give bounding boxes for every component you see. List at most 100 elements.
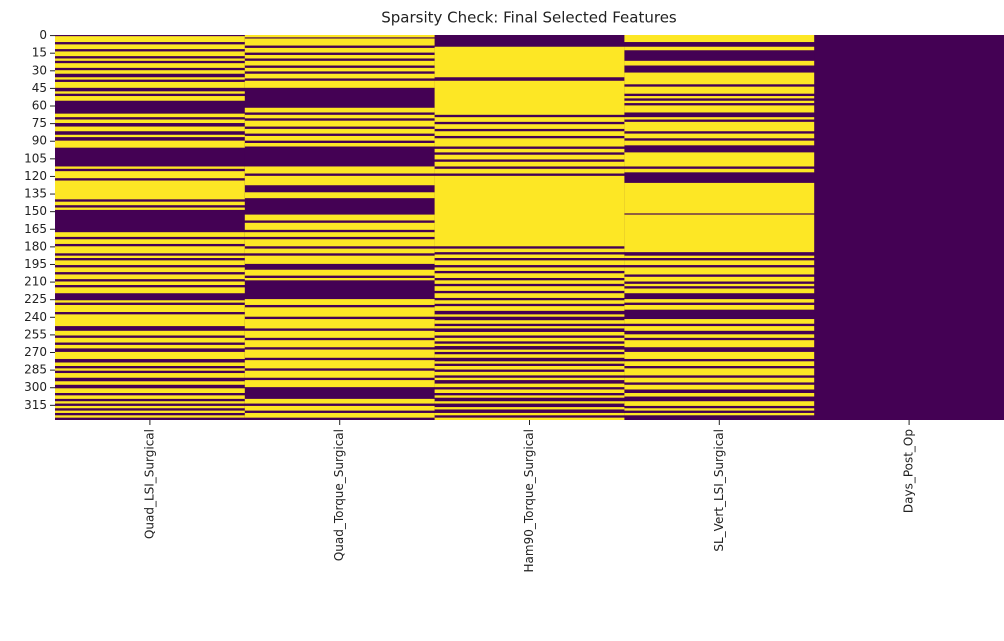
present-span [55, 126, 246, 132]
present-span [55, 140, 246, 148]
present-span [244, 120, 436, 127]
present-span [55, 166, 246, 169]
present-span [244, 114, 436, 119]
present-span [244, 128, 436, 134]
present-span [55, 81, 246, 88]
present-span [55, 281, 246, 286]
present-span [624, 361, 815, 367]
present-span [55, 300, 246, 303]
present-span [624, 384, 815, 390]
present-span [244, 73, 436, 79]
present-span [55, 274, 246, 280]
present-span [434, 417, 625, 420]
present-span [434, 337, 625, 342]
present-span [55, 330, 246, 336]
present-span [434, 148, 625, 153]
y-tick-label: 300 [24, 380, 47, 394]
present-span [244, 307, 436, 317]
x-tick-label: Quad_LSI_Surgical [142, 429, 156, 539]
y-tick-label: 30 [32, 63, 47, 77]
present-span [244, 67, 436, 72]
present-span [624, 46, 815, 51]
present-span [434, 293, 625, 298]
present-span [434, 326, 625, 329]
present-span [624, 267, 815, 275]
present-span [624, 368, 815, 376]
present-span [624, 121, 815, 132]
present-span [55, 368, 246, 371]
present-span [624, 304, 815, 310]
y-tick-label: 210 [24, 275, 47, 289]
present-span [624, 214, 815, 253]
present-span [55, 207, 246, 210]
present-span [55, 70, 246, 74]
present-span [624, 255, 815, 259]
present-span [55, 267, 246, 273]
present-span [244, 360, 436, 369]
y-tick-label: 195 [24, 257, 47, 271]
present-span [434, 371, 625, 376]
present-span [244, 232, 436, 237]
present-span [55, 362, 246, 367]
present-span [434, 412, 625, 416]
present-span [55, 246, 246, 254]
present-span [55, 314, 246, 327]
y-tick-label: 165 [24, 222, 47, 236]
present-span [244, 38, 436, 46]
present-span [55, 171, 246, 179]
present-span [624, 140, 815, 146]
present-span [434, 267, 625, 271]
y-tick-label: 90 [32, 134, 47, 148]
present-span [55, 405, 246, 409]
present-span [624, 288, 815, 294]
present-span [624, 412, 815, 416]
present-span [55, 91, 246, 94]
present-span [244, 222, 436, 230]
present-span [624, 182, 815, 214]
present-span [55, 44, 246, 50]
present-span [624, 319, 815, 324]
present-span [55, 232, 246, 237]
present-span [244, 248, 436, 254]
y-tick-label: 180 [24, 239, 47, 253]
present-span [434, 389, 625, 394]
present-span [244, 142, 436, 147]
present-span [244, 398, 436, 404]
present-span [244, 269, 436, 276]
present-span [434, 260, 625, 266]
present-span [434, 124, 625, 129]
present-span [244, 166, 436, 174]
present-span [434, 343, 625, 347]
present-span [244, 54, 436, 59]
y-tick-label: 0 [39, 28, 47, 42]
y-tick-label: 225 [24, 292, 47, 306]
present-span [434, 273, 625, 278]
present-span [55, 255, 246, 259]
cell-background [814, 35, 1004, 420]
present-span [55, 96, 246, 101]
present-span [244, 214, 436, 221]
present-span [55, 415, 246, 418]
present-span [624, 351, 815, 359]
present-span [244, 349, 436, 358]
present-span [624, 86, 815, 94]
present-span [624, 401, 815, 406]
present-span [624, 96, 815, 99]
present-span [434, 286, 625, 291]
present-span [55, 51, 246, 57]
present-span [55, 63, 246, 68]
present-span [624, 133, 815, 139]
present-span [434, 314, 625, 317]
present-span [244, 135, 436, 141]
present-span [55, 337, 246, 343]
present-span [244, 255, 436, 264]
present-span [434, 366, 625, 370]
present-span [624, 299, 815, 303]
present-span [55, 388, 246, 394]
present-span [434, 320, 625, 324]
present-span [624, 35, 815, 43]
present-span [624, 60, 815, 66]
y-tick-label: 315 [24, 398, 47, 412]
present-span [624, 393, 815, 397]
y-tick-label: 240 [24, 310, 47, 324]
